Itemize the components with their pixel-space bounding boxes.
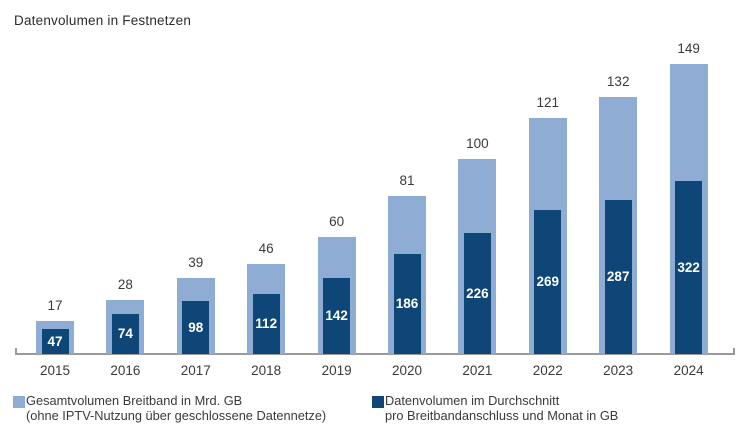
chart-title: Datenvolumen in Festnetzen [14,13,192,28]
value-label-total-2024: 149 [677,41,700,56]
value-label-average-2023: 287 [606,269,630,285]
bar-average-2020: 186 [393,254,421,354]
bar-average-2019: 142 [323,278,351,354]
legend-label-total-line2: (ohne IPTV-Nutzung über geschlossene Dat… [26,407,327,423]
bar-average-2022: 269 [534,210,562,354]
x-tick-label-2022: 2022 [532,363,563,378]
value-label-average-2021: 226 [466,285,489,301]
x-tick-label-2016: 2016 [110,363,141,378]
value-label-total-2017: 39 [188,255,204,270]
value-label-average-2018: 112 [255,316,278,332]
value-label-total-2023: 132 [606,74,630,89]
x-axis-left-tick [15,348,17,355]
value-label-average-2022: 269 [536,274,560,290]
value-label-total-2022: 121 [536,95,560,110]
x-tick-label-2015: 2015 [39,363,71,378]
legend-swatch-average [372,396,384,408]
x-tick-label-2024: 2024 [673,363,704,378]
value-label-total-2016: 28 [117,277,133,292]
legend-label-total-line1: Gesamtvolumen Breitband in Mrd. GB [26,393,243,408]
value-label-total-2020: 81 [399,173,415,188]
bar-average-2017: 98 [182,301,210,354]
bar-average-2015: 47 [41,329,69,354]
x-tick-label-2021: 2021 [462,363,493,378]
bar-average-2016: 74 [111,314,139,354]
value-label-average-2016: 74 [117,326,133,342]
legend-swatch-total [13,396,25,408]
value-label-total-2018: 46 [258,241,274,256]
value-label-average-2019: 142 [325,308,348,324]
bar-average-2021: 226 [463,233,491,354]
value-label-total-2019: 60 [329,214,345,229]
x-axis-line [15,353,735,355]
legend-label-total: Gesamtvolumen Breitband in Mrd. GB (ohne… [26,393,386,423]
value-label-average-2020: 186 [395,296,419,312]
value-label-total-2021: 100 [466,136,489,151]
x-tick-label-2020: 2020 [391,363,423,378]
bar-average-2024: 322 [675,181,703,354]
value-label-average-2015: 47 [47,333,63,349]
bar-average-2018: 112 [252,294,280,354]
legend-label-average: Datenvolumen im Durchschnitt pro Breitba… [385,393,745,423]
x-tick-label-2023: 2023 [603,363,634,378]
bar-average-2023: 287 [604,200,632,354]
value-label-total-2015: 17 [47,298,63,313]
value-label-average-2017: 98 [188,319,204,335]
legend-label-average-line2: pro Breitbandanschluss und Monat in GB [385,407,619,423]
x-tick-label-2019: 2019 [321,363,352,378]
x-axis-right-tick [733,348,735,355]
x-tick-label-2017: 2017 [180,363,211,378]
legend-label-average-line1: Datenvolumen im Durchschnitt [385,393,560,408]
x-tick-label-2018: 2018 [251,363,282,378]
value-label-average-2024: 322 [677,259,700,275]
